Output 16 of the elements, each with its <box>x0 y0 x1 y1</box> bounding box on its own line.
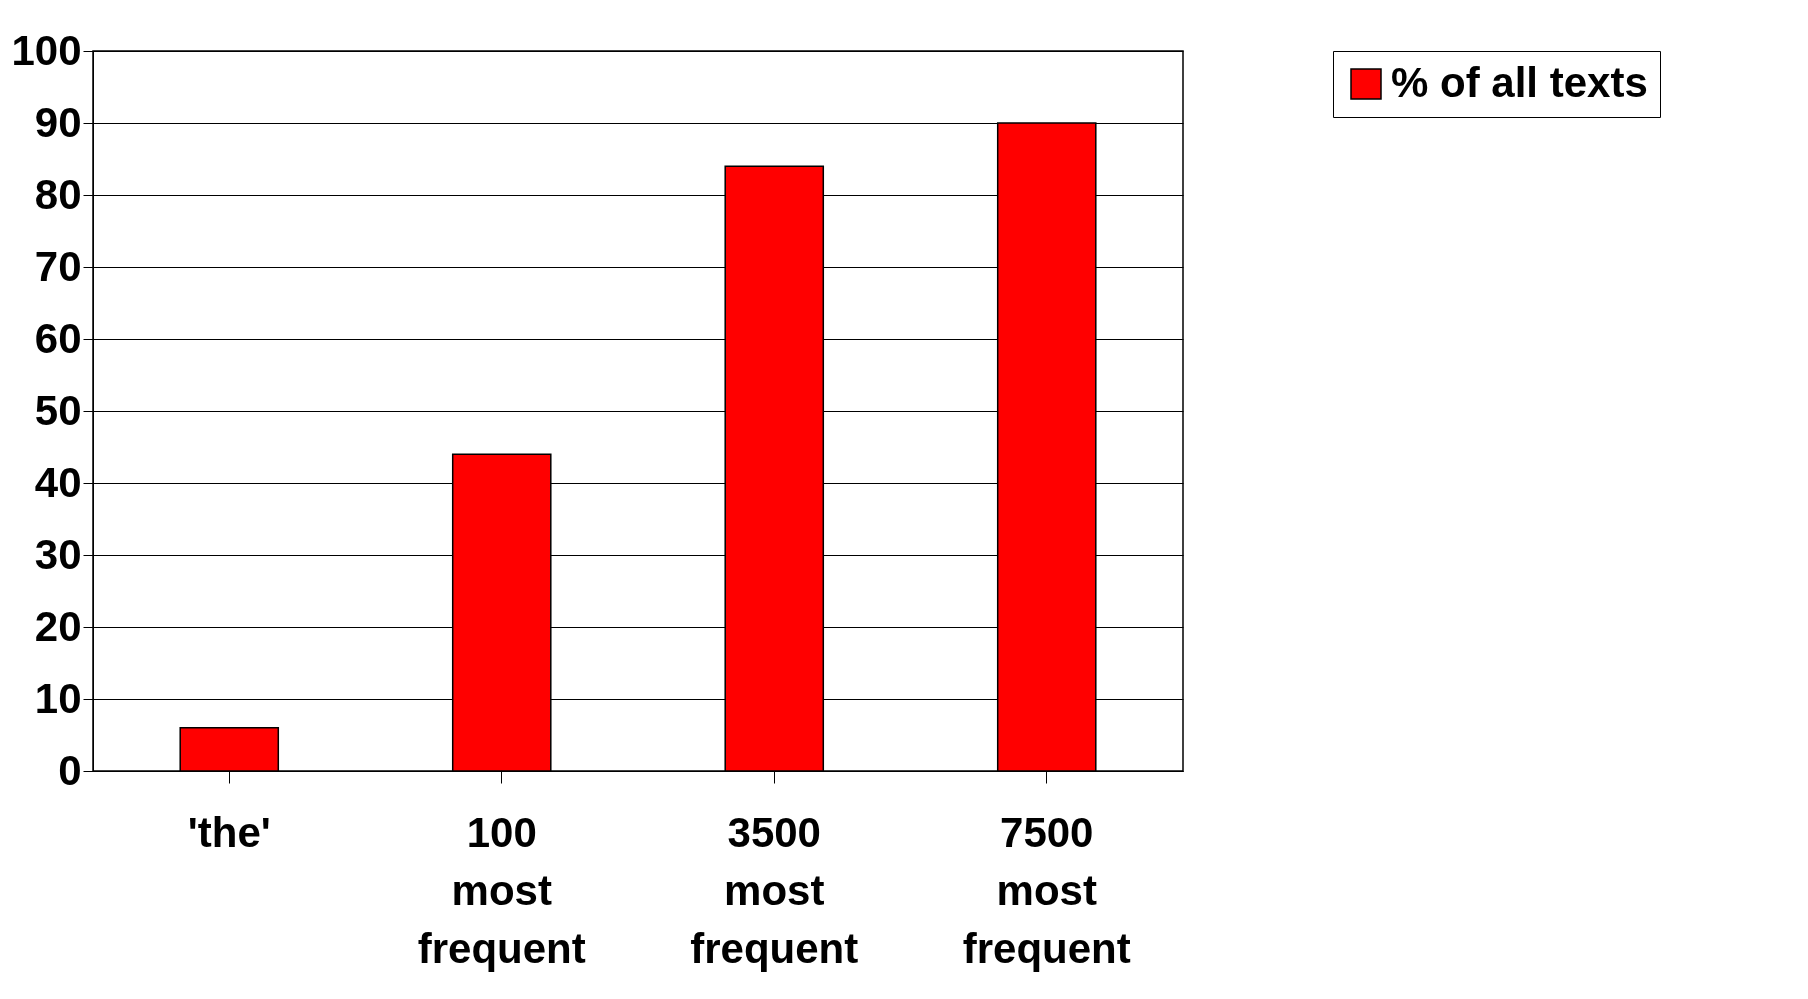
y-tick-label: 70 <box>34 242 82 290</box>
y-tick-label: 40 <box>34 458 82 506</box>
x-tick-label: 3500 most frequent <box>690 808 859 972</box>
x-tick-label: 7500 most frequent <box>962 808 1131 972</box>
x-tick-label: 'the' <box>187 808 271 856</box>
y-tick-label: 30 <box>34 530 82 578</box>
y-tick-label: 0 <box>58 746 82 794</box>
y-tick-label: 60 <box>34 314 82 362</box>
y-tick-label: 10 <box>34 674 82 722</box>
y-tick-label: 90 <box>34 98 82 146</box>
y-tick-label: 100 <box>11 26 82 74</box>
x-tick-label: 100 most frequent <box>417 808 586 972</box>
y-tick-label: 80 <box>34 170 82 218</box>
y-tick-label: 50 <box>34 386 82 434</box>
legend-label: % of all texts <box>1391 59 1648 106</box>
y-tick-label: 20 <box>34 602 82 650</box>
